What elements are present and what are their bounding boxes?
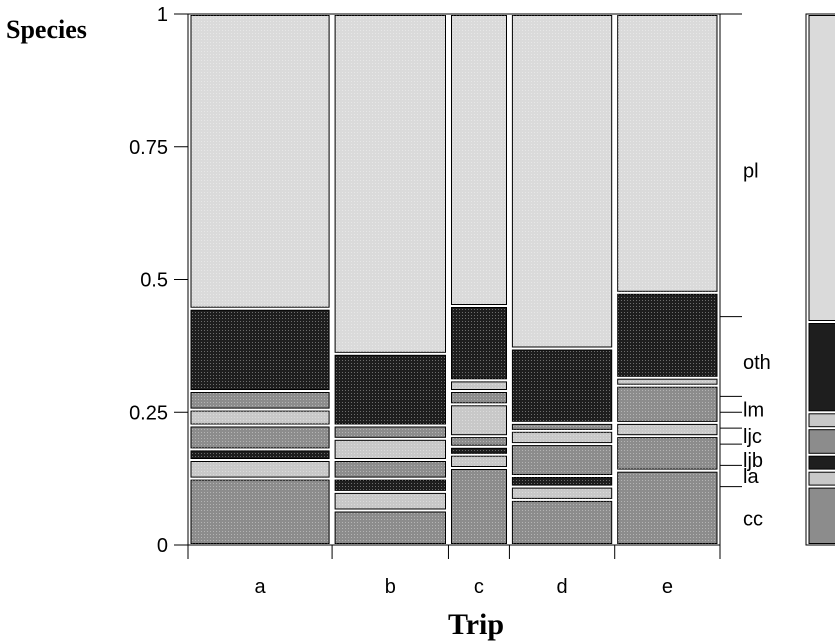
- mosaic-cell-texture-c-oth3: [451, 307, 507, 379]
- partial-second-panel: [805, 13, 835, 546]
- x-tick-label-b: b: [385, 576, 396, 598]
- mosaic-cell-texture-b-pl: [335, 15, 446, 353]
- plot-area: [187, 13, 721, 546]
- x-axis-title: Trip: [448, 608, 504, 641]
- mosaic-cell-texture-c-lm: [451, 405, 507, 435]
- mosaic-cell-texture-c-la: [451, 456, 507, 467]
- mosaic-cell-texture-e-ljc: [617, 437, 717, 470]
- mosaic-cell-texture-b-ljc: [335, 461, 446, 478]
- y-tick-label-3: 0.75: [129, 137, 168, 159]
- y-tick-label-1: 0.25: [129, 402, 168, 424]
- mosaic-cell-texture-b-oth3: [335, 355, 446, 424]
- mosaic-cell-texture-c-oth2: [451, 381, 507, 390]
- mosaic-cell-texture-b-oth: [335, 427, 446, 438]
- mosaic-cell-texture-b-ljb: [335, 480, 446, 491]
- y-tick-label-4: 1: [157, 4, 168, 26]
- partial-panel-cell-6: [808, 15, 835, 321]
- mosaic-cell-texture-c-ljc: [451, 437, 507, 446]
- mosaic-cell-texture-d-pl: [512, 15, 612, 347]
- partial-panel-cell-5: [808, 323, 835, 412]
- mosaic-cell-texture-d-la: [512, 488, 612, 499]
- mosaic-cell-texture-c-oth: [451, 392, 507, 403]
- partial-panel-cell-4: [808, 413, 835, 428]
- side-label-oth: oth: [743, 352, 771, 374]
- mosaic-cell-texture-e-pl: [617, 15, 717, 292]
- mosaic-cell-texture-a-oth: [191, 392, 330, 409]
- side-label-la: la: [743, 466, 759, 488]
- mosaic-cell-texture-d-cc: [512, 501, 612, 544]
- mosaic-cell-texture-d-lm: [512, 432, 612, 443]
- y-axis-title: Species: [6, 15, 87, 44]
- y-axis: 0 0.25 0.5 0.75 1: [129, 4, 188, 557]
- y-tick-label-2: 0.5: [140, 270, 168, 292]
- mosaic-cell-texture-a-la: [191, 461, 330, 478]
- mosaic-cell-texture-a-oth3: [191, 310, 330, 390]
- mosaic-cell-texture-e-oth3: [617, 294, 717, 377]
- y-tick-label-0: 0: [157, 535, 168, 557]
- mosaic-cell-texture-a-ljc: [191, 427, 330, 448]
- x-tick-label-c: c: [474, 576, 484, 598]
- partial-panel-cell-0: [808, 487, 835, 545]
- mosaic-cell-texture-a-cc: [191, 480, 330, 544]
- x-tick-label-a: a: [254, 576, 266, 598]
- mosaic-cell-texture-b-lm: [335, 440, 446, 459]
- mosaic-cell-texture-a-lm: [191, 411, 330, 424]
- mosaic-cell-texture-d-oth: [512, 424, 612, 430]
- mosaic-cell-texture-e-oth: [617, 387, 717, 422]
- mosaic-cell-texture-b-cc: [335, 512, 446, 544]
- x-tick-label-e: e: [662, 576, 673, 598]
- side-label-cc: cc: [743, 508, 763, 530]
- mosaic-cell-texture-c-cc: [451, 469, 507, 544]
- partial-panel-cell-2: [808, 455, 835, 470]
- side-label-ljc: ljc: [743, 426, 762, 448]
- partial-panel-cell-3: [808, 429, 835, 454]
- side-label-ljb: ljb: [743, 450, 763, 472]
- x-axis: a b c d e: [187, 545, 721, 598]
- partial-panel-cell-1: [808, 471, 835, 486]
- side-label-lm: lm: [743, 400, 764, 422]
- mosaic-cell-texture-a-pl: [191, 15, 330, 308]
- mosaic-cell-texture-d-ljc: [512, 445, 612, 475]
- mosaic-cell-texture-e-cc: [617, 472, 717, 544]
- mosaic-cell-texture-e-lm: [617, 424, 717, 435]
- side-label-pl: pl: [743, 161, 759, 183]
- mosaic-cell-texture-c-pl: [451, 15, 507, 305]
- x-tick-label-d: d: [557, 576, 568, 598]
- mosaic-cell-texture-d-oth3: [512, 350, 612, 422]
- mosaic-cell-texture-a-ljb: [191, 450, 330, 459]
- mosaic-cell-texture-b-la: [335, 493, 446, 509]
- mosaic-cell-texture-c-ljb: [451, 448, 507, 454]
- mosaic-cell-texture-e-oth2: [617, 379, 717, 385]
- mosaic-cell-texture-d-ljb: [512, 477, 612, 486]
